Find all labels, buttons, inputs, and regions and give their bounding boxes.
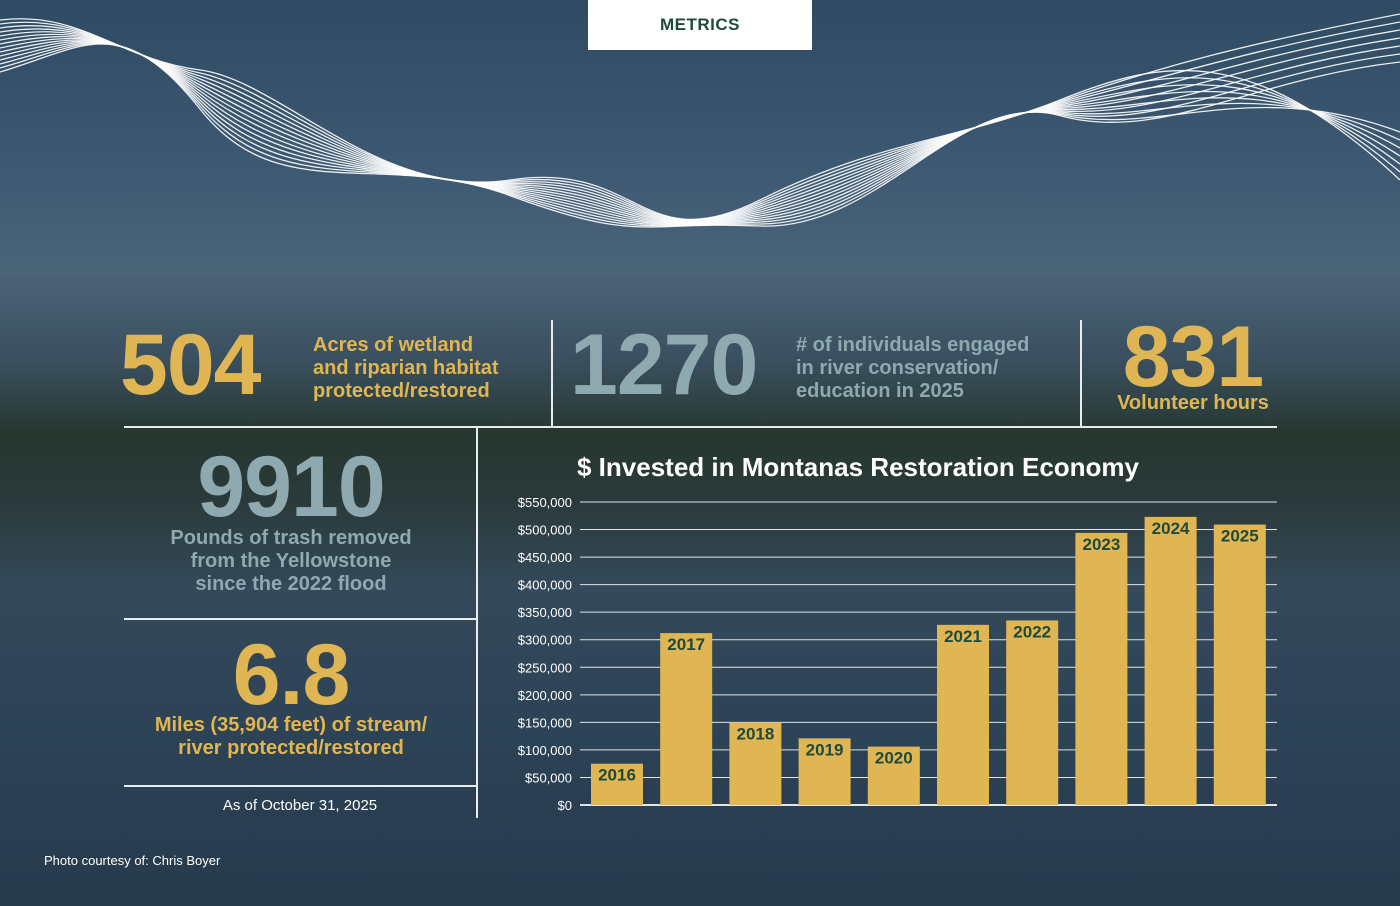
miles-value: 6.8 [232,627,351,723]
acres-label-line: protected/restored [313,380,490,402]
y-tick-label: $550,000 [518,495,572,510]
bar-label: 2018 [736,724,774,743]
photo-credit: Photo courtesy of: Chris Boyer [44,853,221,868]
y-tick-label: $0 [558,798,572,813]
volunteer-value: 831 [1122,309,1265,405]
individuals-label-line: in river conservation/ [796,357,999,379]
divider [124,618,476,620]
wave-line [0,43,1400,228]
y-tick-label: $400,000 [518,578,572,593]
miles-label: Miles (35,904 feet) of stream/ river pro… [114,714,468,760]
bar-label: 2016 [598,766,636,785]
y-tick-label: $350,000 [518,605,572,620]
y-tick-label: $450,000 [518,550,572,565]
wave-line [0,31,1400,222]
wave-line [0,41,1400,226]
miles-label-line: river protected/restored [178,737,404,759]
bar-2018 [729,722,782,805]
trash-label-line: Pounds of trash removed [170,527,412,549]
trash-value: 9910 [197,439,385,535]
bar-label: 2024 [1152,519,1190,538]
trash-label-line: from the Yellowstone [190,550,392,572]
divider [551,320,553,427]
bar-2021 [937,624,989,805]
y-tick-label: $200,000 [518,688,572,703]
bar-2016 [591,763,643,805]
wave-line [0,24,1400,221]
bar-2025 [1213,524,1266,805]
miles-label-line: Miles (35,904 feet) of stream/ [154,714,428,736]
wave-line [0,36,1400,223]
wave-line [0,39,1400,224]
volunteer-label: Volunteer hours [1117,392,1269,414]
bar-2020 [867,746,920,805]
bar-2017 [660,633,713,805]
y-tick-label: $100,000 [518,743,572,758]
trash-label-line: since the 2022 flood [195,573,387,595]
wave-line [0,29,1400,223]
wave-line [0,42,1400,227]
bar-label: 2021 [944,627,982,646]
bar-2024 [1144,516,1197,805]
as-of-date: As of October 31, 2025 [222,797,378,814]
bar-2019 [798,738,851,805]
decorative-wave-lines [0,13,1400,228]
bar-label: 2020 [875,749,913,768]
wave-line [0,37,1400,224]
y-tick-label: $50,000 [525,770,572,785]
bar-2023 [1075,532,1128,805]
trash-label: Pounds of trash removed from the Yellows… [124,527,458,596]
chart-title: $ Invested in Montanas Restoration Econo… [577,452,1139,482]
wave-line [0,40,1400,225]
bar-label: 2017 [667,635,705,654]
individuals-value: 1270 [570,317,758,413]
divider [1080,320,1082,427]
bar-label: 2022 [1013,622,1051,641]
y-tick-label: $300,000 [518,633,572,648]
y-tick-label: $500,000 [518,523,572,538]
divider [124,785,476,787]
wave-line [0,18,1400,221]
wave-line [0,13,1400,221]
divider [124,426,1277,428]
acres-label-line: and riparian habitat [313,357,499,379]
y-tick-label: $250,000 [518,660,572,675]
bar-2022 [1006,620,1059,805]
wave-line [0,42,1400,226]
metrics-tab: METRICS [588,0,812,50]
acres-label: Acres of wetland and riparian habitat pr… [313,334,499,403]
y-tick-label: $150,000 [518,715,572,730]
divider [476,427,478,818]
individuals-label-line: education in 2025 [796,380,964,402]
acres-label-line: Acres of wetland [313,334,474,356]
individuals-label-line: # of individuals engaged [796,334,1030,356]
acres-value: 504 [120,317,261,413]
bar-label: 2025 [1221,527,1259,546]
bar-label: 2023 [1082,535,1120,554]
individuals-label: # of individuals engaged in river conser… [796,334,1029,403]
bar-label: 2019 [806,740,844,759]
wave-line [0,21,1400,222]
